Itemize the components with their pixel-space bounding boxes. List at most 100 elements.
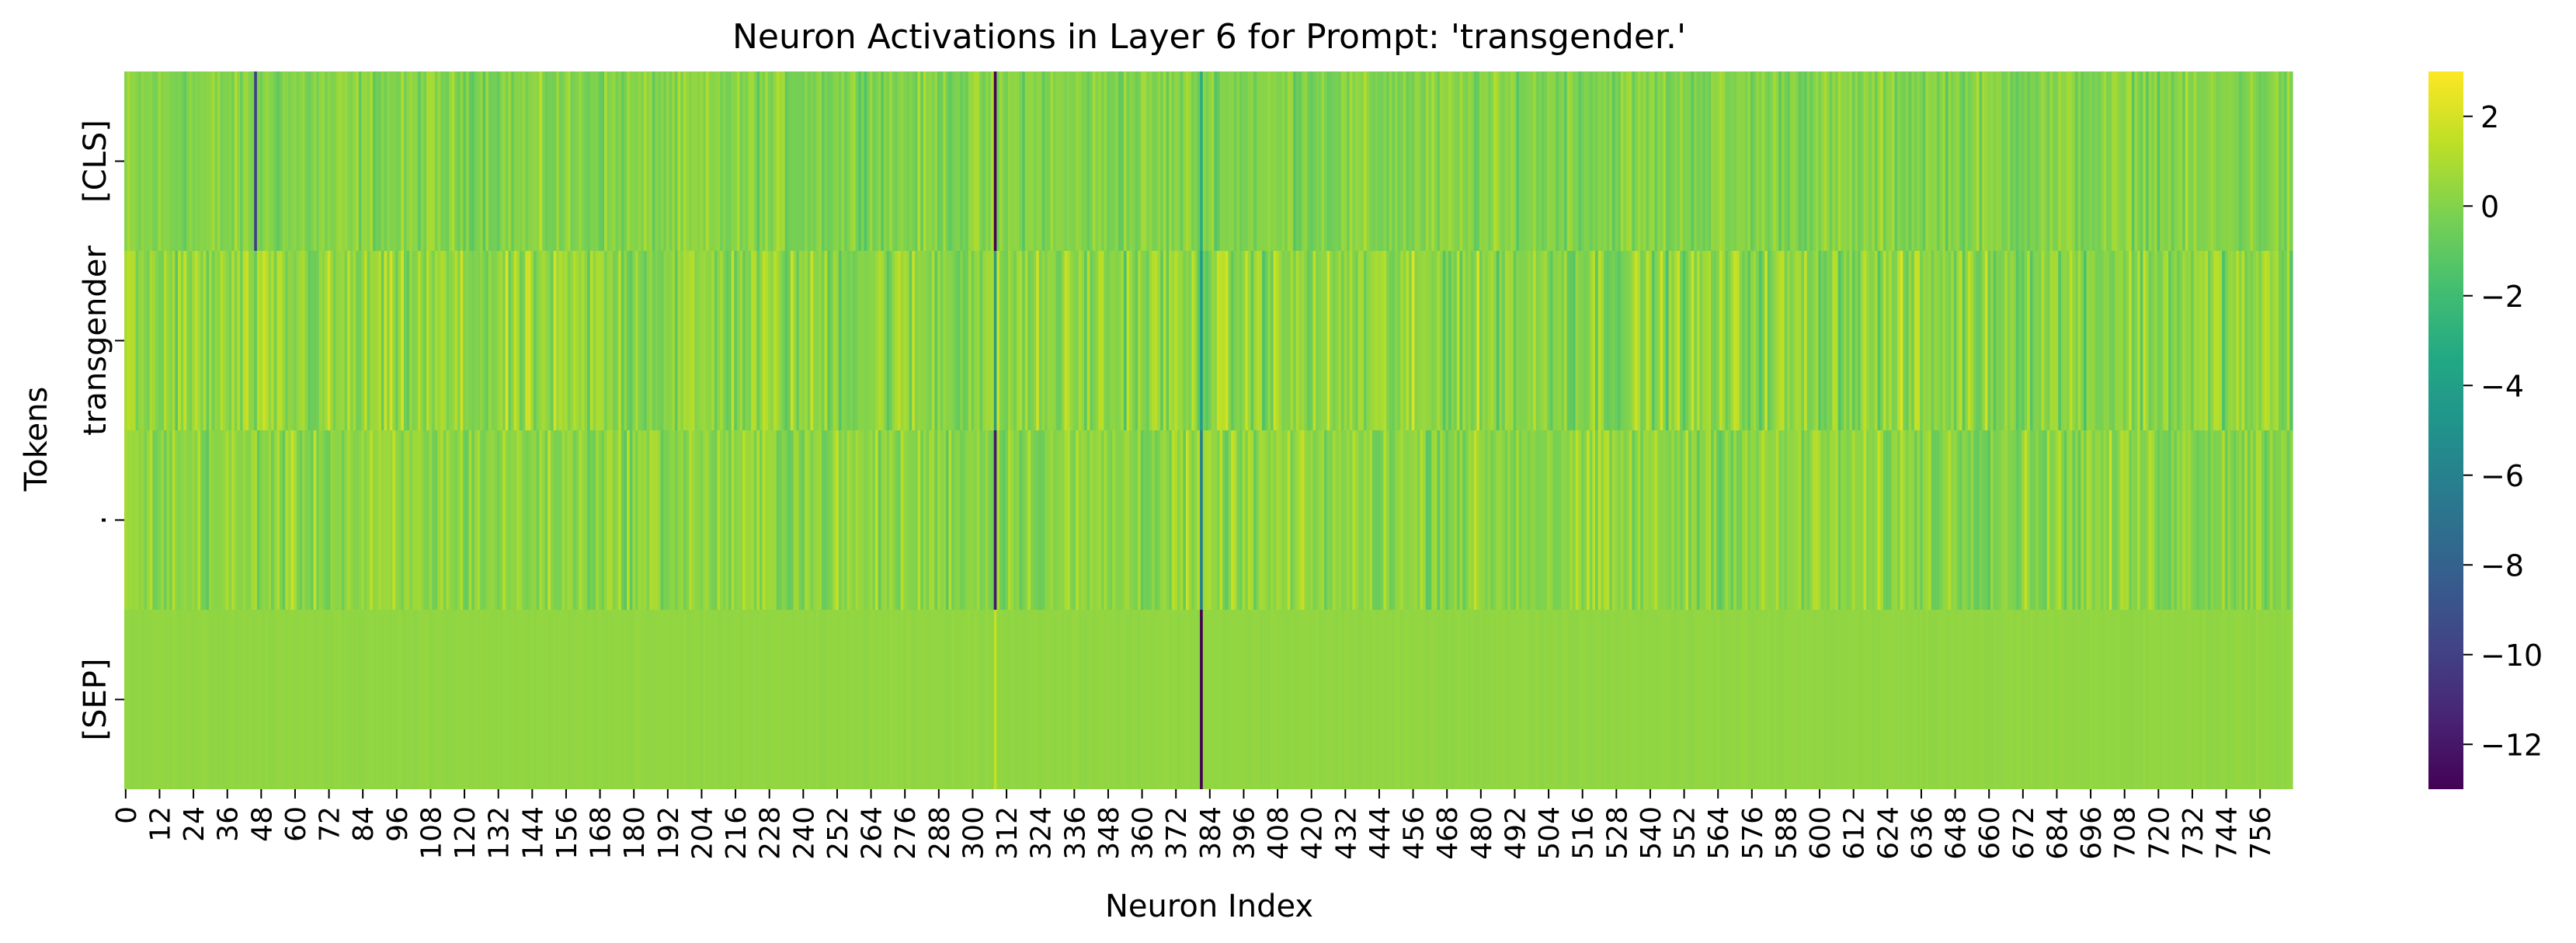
heatmap-cell <box>1727 430 1732 610</box>
heatmap-cell <box>1473 430 1477 610</box>
heatmap-cell <box>1471 251 1475 430</box>
heatmap-cell <box>2244 251 2248 430</box>
heatmap-cell <box>1541 610 1545 789</box>
heatmap-cell <box>1855 251 1858 430</box>
heatmap-cell <box>2267 610 2271 789</box>
heatmap-cell <box>415 430 419 610</box>
heatmap-cell <box>279 71 283 251</box>
heatmap-cell <box>601 610 605 789</box>
heatmap-cell <box>1939 71 1943 251</box>
heatmap-cell <box>1744 610 1748 789</box>
heatmap-cell <box>658 610 662 789</box>
heatmap-cell <box>1998 610 2003 789</box>
heatmap-cell <box>294 71 297 251</box>
heatmap-cell <box>1846 610 1850 789</box>
heatmap-cell <box>558 430 563 610</box>
heatmap-cell <box>1386 610 1390 789</box>
heatmap-cell <box>683 71 687 251</box>
heatmap-cell <box>2196 251 2200 430</box>
heatmap-cell <box>2038 610 2042 789</box>
heatmap-cell <box>276 610 280 789</box>
heatmap-cell <box>1033 71 1037 251</box>
heatmap-cell <box>965 430 969 610</box>
heatmap-cell <box>166 610 170 789</box>
heatmap-cell <box>141 251 145 430</box>
heatmap-cell <box>1880 251 1884 430</box>
heatmap-cell <box>575 610 579 789</box>
heatmap-cell <box>621 71 625 251</box>
heatmap-cell <box>1067 610 1071 789</box>
heatmap-cell <box>1285 251 1288 430</box>
heatmap-cell <box>708 430 712 610</box>
heatmap-cell <box>1725 71 1729 251</box>
heatmap-cell <box>1191 610 1195 789</box>
heatmap-cell <box>593 610 596 789</box>
heatmap-cell <box>841 610 845 789</box>
heatmap-cell <box>638 430 641 610</box>
heatmap-cell <box>1538 251 1542 430</box>
heatmap-cell <box>525 251 529 430</box>
heatmap-cell <box>2222 430 2226 610</box>
heatmap-cell <box>801 251 805 430</box>
heatmap-cell <box>2171 430 2174 610</box>
heatmap-cell <box>1160 430 1164 610</box>
heatmap-cell <box>1572 251 1577 430</box>
heatmap-cell <box>1330 251 1333 430</box>
heatmap-cell <box>2106 430 2110 610</box>
heatmap-cell <box>784 251 788 430</box>
heatmap-cell <box>206 430 210 610</box>
heatmap-cell <box>1239 251 1243 430</box>
heatmap-cell <box>432 251 436 430</box>
heatmap-cell <box>565 430 568 610</box>
heatmap-cell <box>807 610 812 789</box>
heatmap-cell <box>1293 610 1297 789</box>
colorbar-tick-label: −12 <box>2480 728 2543 762</box>
heatmap-cell <box>827 251 831 430</box>
heatmap-cell <box>1064 71 1068 251</box>
heatmap-cell <box>711 430 715 610</box>
heatmap-cell <box>1928 430 1932 610</box>
heatmap-cell <box>310 71 315 251</box>
heatmap-cell <box>1335 251 1339 430</box>
heatmap-cell <box>1837 610 1841 789</box>
heatmap-cell <box>846 251 850 430</box>
heatmap-cell <box>485 251 489 430</box>
heatmap-cell <box>787 71 791 251</box>
heatmap-cell <box>858 610 862 789</box>
heatmap-cell <box>1564 430 1568 610</box>
heatmap-cell <box>1956 430 1960 610</box>
heatmap-cell <box>1321 251 1325 430</box>
heatmap-cell <box>502 71 506 251</box>
heatmap-cell <box>1183 71 1187 251</box>
heatmap-cell <box>389 251 393 430</box>
heatmap-cell <box>513 610 517 789</box>
heatmap-cell <box>793 71 797 251</box>
heatmap-cell <box>259 610 263 789</box>
heatmap-cell <box>1815 430 1819 610</box>
heatmap-cell <box>1471 430 1475 610</box>
heatmap-cell <box>765 71 769 251</box>
heatmap-cell <box>635 430 639 610</box>
heatmap-cell <box>542 71 546 251</box>
heatmap-cell <box>1936 610 1941 789</box>
heatmap-cell <box>1298 430 1302 610</box>
heatmap-cell <box>1677 610 1681 789</box>
heatmap-cell <box>1934 610 1938 789</box>
heatmap-cell <box>1767 251 1771 430</box>
heatmap-cell <box>2238 430 2243 610</box>
heatmap-cell <box>1663 71 1667 251</box>
heatmap-cell <box>1479 251 1483 430</box>
heatmap-cell <box>2134 251 2138 430</box>
heatmap-cell <box>449 610 453 789</box>
heatmap-cell <box>1312 430 1316 610</box>
heatmap-cell <box>178 71 182 251</box>
heatmap-cell <box>1383 71 1387 251</box>
heatmap-cell <box>1549 251 1554 430</box>
heatmap-cell <box>550 610 554 789</box>
heatmap-cell <box>361 430 365 610</box>
heatmap-cell <box>1858 610 1862 789</box>
heatmap-cell <box>787 610 791 789</box>
heatmap-cell <box>530 251 534 430</box>
heatmap-cell <box>779 430 783 610</box>
heatmap-cell <box>1900 610 1903 789</box>
